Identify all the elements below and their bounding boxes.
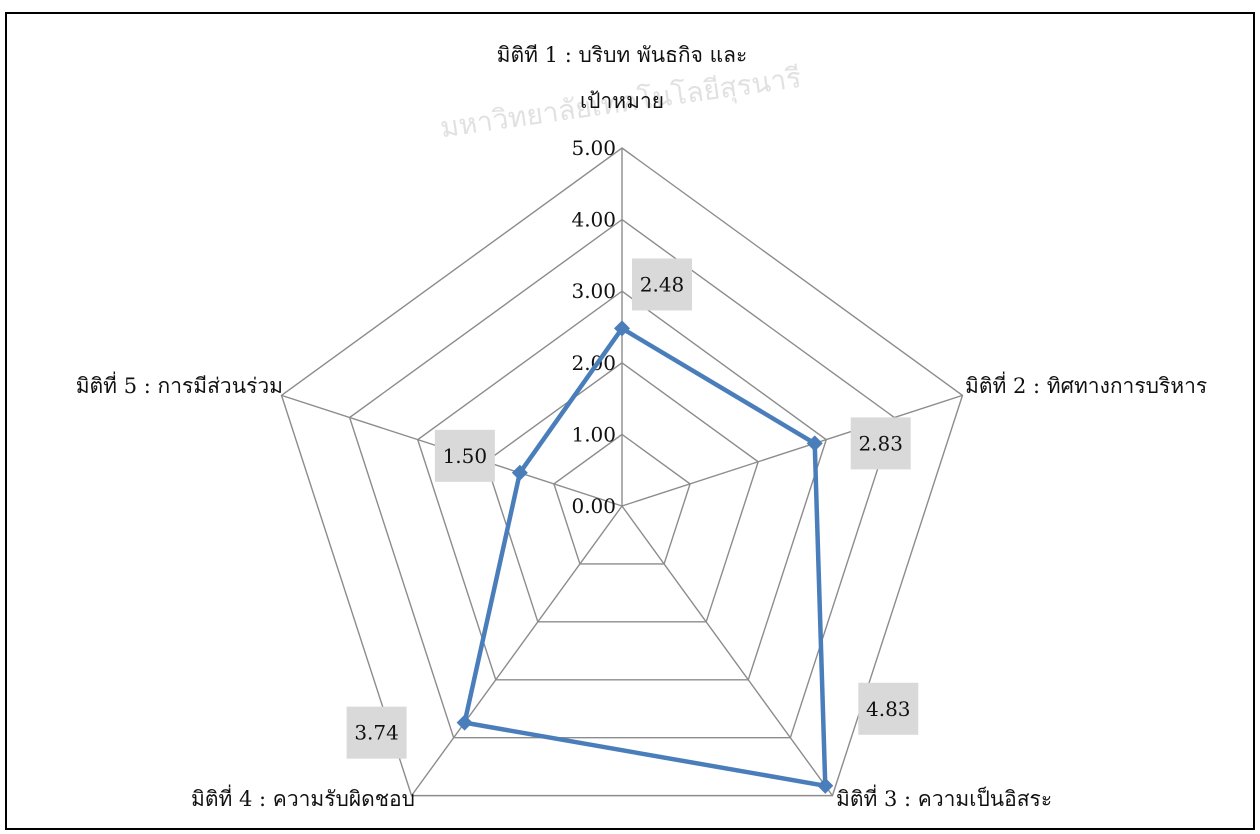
axis-label: มิติที 1 : บริบท พันธกิจ และเป้าหมาย bbox=[497, 43, 748, 113]
grid-ring bbox=[484, 361, 760, 623]
grid-spoke bbox=[411, 505, 623, 797]
axis-label: มิติที่ 5 : การมีส่วนร่วม bbox=[76, 371, 283, 398]
data-point-marker bbox=[817, 777, 834, 794]
data-label-box bbox=[346, 706, 407, 759]
data-point-marker bbox=[456, 714, 473, 731]
data-labels: 2.48 2.83 4.83 3.74 1.50 bbox=[346, 258, 919, 759]
data-label: 3.74 bbox=[346, 706, 407, 759]
grid-ring bbox=[416, 290, 828, 681]
data-label: 4.83 bbox=[858, 682, 919, 735]
data-label-box bbox=[858, 682, 919, 735]
data-label: 1.50 bbox=[434, 429, 495, 482]
data-label-box bbox=[632, 258, 692, 311]
chart-frame bbox=[5, 12, 1255, 830]
series-line bbox=[462, 326, 828, 789]
tick-label: 0.00 bbox=[571, 494, 616, 518]
grid-spoke bbox=[621, 505, 833, 797]
grid-spoke bbox=[621, 394, 963, 507]
axis-label: มิติที่ 3 : ความเป็นอิสระ bbox=[836, 784, 1052, 811]
axis-label: มิติที่ 2 : ทิศทางการบริหาร bbox=[965, 371, 1207, 398]
data-label-text: 2.83 bbox=[858, 431, 903, 455]
data-label-text: 4.83 bbox=[866, 697, 911, 721]
data-point-marker bbox=[806, 435, 823, 452]
radar-grid bbox=[280, 147, 964, 797]
tick-label: 4.00 bbox=[571, 208, 616, 232]
data-label: 2.83 bbox=[850, 417, 911, 470]
grid-ring bbox=[280, 147, 964, 797]
grid-ring bbox=[348, 218, 896, 739]
data-label-box bbox=[850, 417, 911, 470]
tick-label: 1.00 bbox=[571, 422, 616, 446]
data-label: 2.48 bbox=[632, 258, 692, 311]
data-point-marker bbox=[511, 464, 528, 481]
radial-tick-labels: 0.001.002.003.004.005.00 bbox=[571, 136, 616, 518]
tick-label: 5.00 bbox=[571, 136, 616, 160]
axis-label: มิติที่ 4 : ความรับผิดชอบ bbox=[191, 784, 415, 811]
axis-labels: มิติที 1 : บริบท พันธกิจ และเป้าหมายมิติ… bbox=[76, 43, 1207, 811]
data-label-box bbox=[434, 429, 495, 482]
series-layer bbox=[456, 320, 834, 794]
tick-label: 3.00 bbox=[571, 279, 616, 303]
grid-ring bbox=[553, 433, 691, 565]
data-point-marker bbox=[614, 320, 630, 337]
data-label-text: 1.50 bbox=[443, 444, 488, 468]
data-label-text: 3.74 bbox=[354, 721, 399, 745]
data-label-text: 2.48 bbox=[640, 272, 685, 296]
